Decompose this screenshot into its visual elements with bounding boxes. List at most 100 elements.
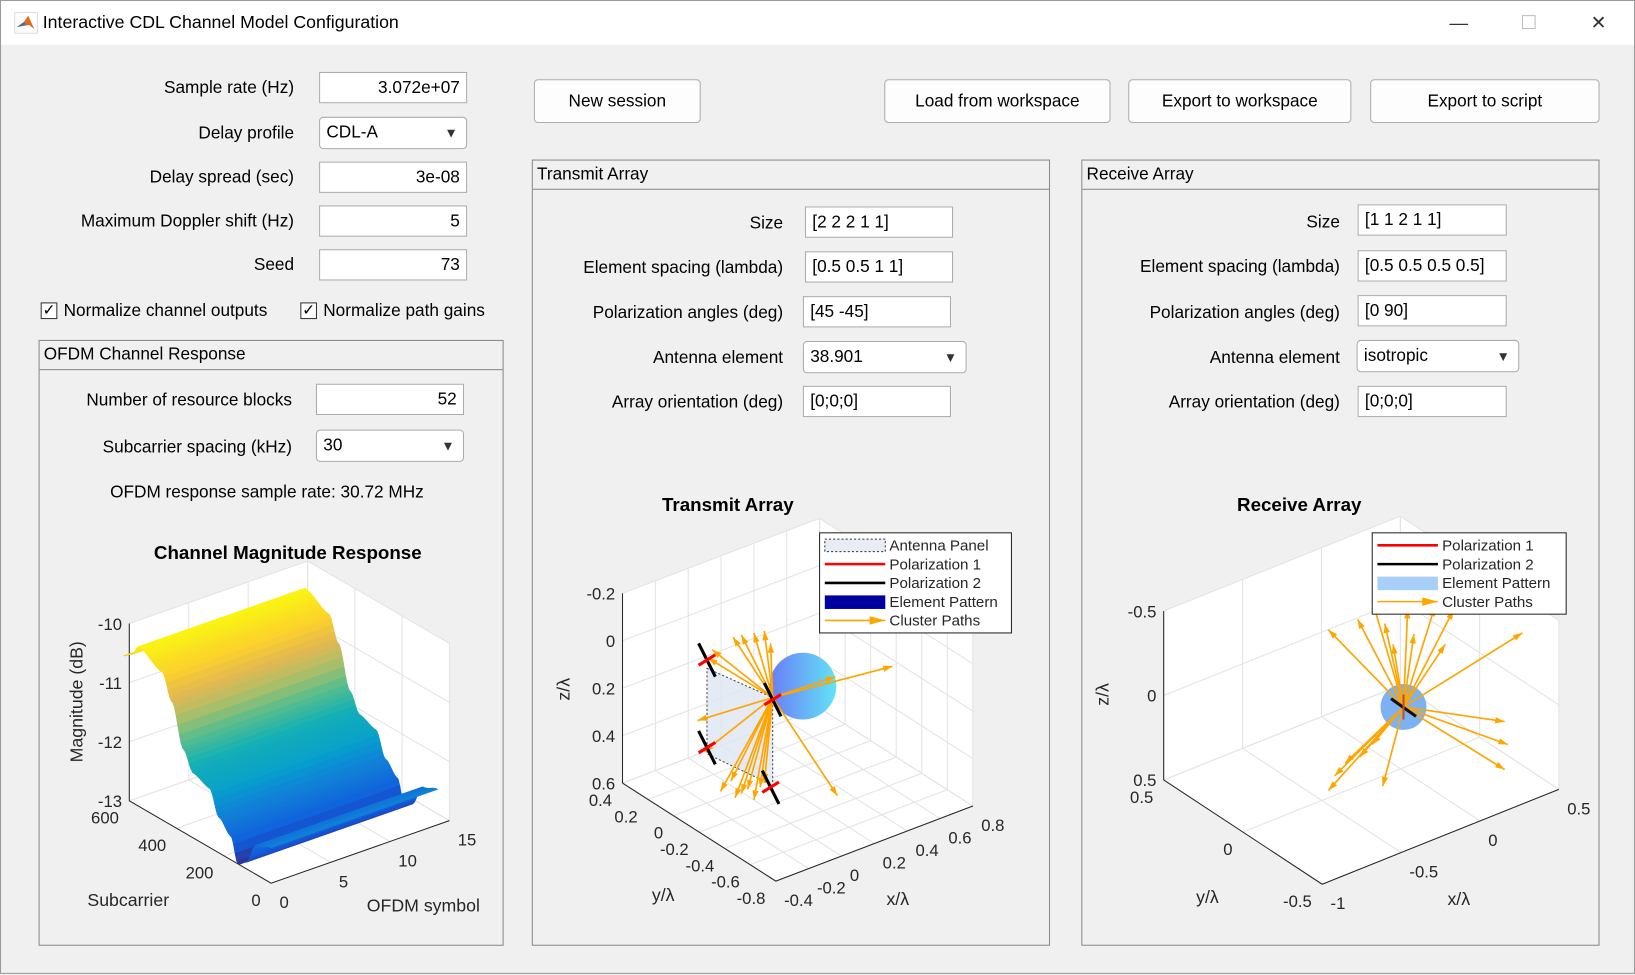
window-title: Interactive CDL Channel Model Configurat… xyxy=(42,12,399,33)
rx-size-input[interactable]: [1 1 2 1 1] xyxy=(1357,204,1507,236)
tx-orient-input[interactable]: [0;0;0] xyxy=(802,385,951,418)
maximize-button[interactable]: ☐ xyxy=(1520,12,1538,34)
arrowhead xyxy=(1382,776,1389,787)
tx-plot-title: Transmit Array xyxy=(662,494,794,515)
arrowhead-icon xyxy=(1422,597,1438,606)
cluster-path-arrow xyxy=(746,697,774,790)
arrowhead xyxy=(1334,766,1344,776)
dropdown-arrow-icon: ▼ xyxy=(1496,348,1510,364)
receive-panel-title: Receive Array xyxy=(1082,161,1599,190)
delay-profile-dropdown[interactable]: CDL-A ▼ xyxy=(319,116,468,150)
rx-pol-input[interactable]: [0 90] xyxy=(1357,295,1507,327)
rx-spacing-input[interactable]: [0.5 0.5 0.5 0.5] xyxy=(1357,250,1507,282)
legend-label: Antenna Panel xyxy=(889,538,988,555)
tx-pol-input[interactable]: [45 -45] xyxy=(802,296,951,328)
cluster-path-arrow xyxy=(1403,706,1506,771)
z-tick-label: 0.6 xyxy=(592,774,615,793)
rx-element-label: Antenna element xyxy=(1209,348,1340,368)
seed-input[interactable]: 73 xyxy=(319,249,468,281)
rx-element-dropdown[interactable]: isotropic ▼ xyxy=(1356,339,1520,373)
dropdown-arrow-icon: ▼ xyxy=(943,349,958,365)
xy-axis-lines xyxy=(1163,779,1560,885)
ofdm-rate-text: OFDM response sample rate: 30.72 MHz xyxy=(110,482,424,502)
cluster-path-arrow xyxy=(697,696,773,722)
tx-spacing-label: Element spacing (lambda) xyxy=(583,258,784,278)
rx-size-label: Size xyxy=(1306,212,1340,232)
channel-magnitude-plot[interactable]: Channel Magnitude Response Magnitude (dB… xyxy=(66,542,480,915)
cluster-path-arrow xyxy=(1334,706,1405,777)
normalize-outputs-checkbox[interactable]: ✓ xyxy=(40,301,58,320)
nrb-input[interactable]: 52 xyxy=(315,383,465,416)
arrowhead xyxy=(1372,735,1381,745)
element-pattern-swatch xyxy=(1377,576,1438,591)
cluster-path-arrow xyxy=(1381,706,1405,787)
rx-plot-title: Receive Array xyxy=(1237,494,1362,515)
tx-element-value: 38.901 xyxy=(810,347,863,366)
surface-xlabel: OFDM symbol xyxy=(367,895,480,915)
arrowhead xyxy=(712,649,722,658)
arrowhead xyxy=(1494,717,1505,724)
rx-ylabel: y/λ xyxy=(1196,887,1219,907)
export-to-workspace-button[interactable]: Export to workspace xyxy=(1128,79,1352,124)
arrowhead xyxy=(829,786,838,796)
arrowhead xyxy=(1328,781,1338,791)
z-tick-label: -10 xyxy=(98,615,122,634)
z-tick-label: -12 xyxy=(98,733,122,752)
sample-rate-input[interactable]: 3.072e+07 xyxy=(319,71,468,104)
tx-element-dropdown[interactable]: 38.901 ▼ xyxy=(802,340,967,374)
minimize-button[interactable]: — xyxy=(1449,12,1469,34)
transmit-array-plot[interactable]: Transmit Array z/λ y/λ x/λ 0.60.40.20-0.… xyxy=(553,494,1012,910)
new-session-button[interactable]: New session xyxy=(533,79,701,124)
z-tick-label: -0.5 xyxy=(1128,602,1157,621)
load-from-workspace-button[interactable]: Load from workspace xyxy=(884,79,1111,124)
tx-size-input[interactable]: [2 2 2 1 1] xyxy=(804,206,954,238)
x-tick-label: 5 xyxy=(339,872,348,891)
y-tick-label: -0.8 xyxy=(737,889,766,908)
cluster-path-arrow xyxy=(1327,629,1405,708)
antenna-panel-swatch xyxy=(824,538,886,553)
doppler-input[interactable]: 5 xyxy=(319,205,468,237)
y-tick-label: -0.2 xyxy=(660,840,689,859)
transmit-panel-title: Transmit Array xyxy=(532,161,1049,190)
doppler-label: Maximum Doppler shift (Hz) xyxy=(80,211,295,231)
tx-element-label: Antenna element xyxy=(652,348,784,368)
export-to-script-button[interactable]: Export to script xyxy=(1370,79,1600,124)
tx-xlabel: x/λ xyxy=(886,889,909,909)
close-button[interactable]: ✕ xyxy=(1590,12,1607,34)
z-tick-label: -11 xyxy=(99,674,122,693)
arrowhead xyxy=(708,657,718,666)
cluster-path-arrow xyxy=(1392,644,1405,708)
legend-label: Element Pattern xyxy=(889,594,997,611)
tx-orient-label: Array orientation (deg) xyxy=(611,393,784,412)
gridline xyxy=(786,530,941,819)
y-tick-label: -0.6 xyxy=(711,873,740,892)
x-tick-label: 0 xyxy=(279,893,288,912)
arrowhead xyxy=(762,630,769,641)
receive-array-plot[interactable]: Receive Array z/λ y/λ x/λ 0.5 0 -0.5 0.5 0 -0… xyxy=(1092,494,1590,913)
arrowhead xyxy=(1345,754,1355,764)
cluster-path-arrow xyxy=(1402,606,1436,708)
y-tick-label: -0.5 xyxy=(1283,892,1312,911)
arrowhead xyxy=(882,665,893,672)
x-tick-label: 0.5 xyxy=(1567,799,1590,818)
y-tick-label: 0.4 xyxy=(589,791,612,810)
arrowhead xyxy=(758,777,765,788)
normalize-gains-checkbox[interactable]: ✓ xyxy=(300,301,317,320)
arrowhead-icon xyxy=(869,616,886,625)
sample-rate-label: Sample rate (Hz) xyxy=(164,78,295,97)
delay-spread-input[interactable]: 3e-08 xyxy=(319,161,468,193)
delay-profile-label: Delay profile xyxy=(198,124,295,143)
rx-pol-label: Polarization angles (deg) xyxy=(1149,303,1340,323)
transmit-array-panel: Transmit Array Size [2 2 2 1 1] Element … xyxy=(531,159,1051,946)
xy-axis-lines xyxy=(129,800,450,884)
arrowhead xyxy=(1497,738,1508,745)
gridline xyxy=(1320,547,1481,822)
legend-label: Cluster Paths xyxy=(889,613,980,630)
arrowhead xyxy=(1495,761,1505,770)
scs-dropdown[interactable]: 30 ▼ xyxy=(315,429,465,462)
rx-orient-input[interactable]: [0;0;0] xyxy=(1357,385,1507,418)
tx-spacing-input[interactable]: [0.5 0.5 1 1] xyxy=(804,251,954,283)
title-bar: Interactive CDL Channel Model Configurat… xyxy=(1,1,1634,45)
cluster-path-arrow xyxy=(763,630,774,698)
